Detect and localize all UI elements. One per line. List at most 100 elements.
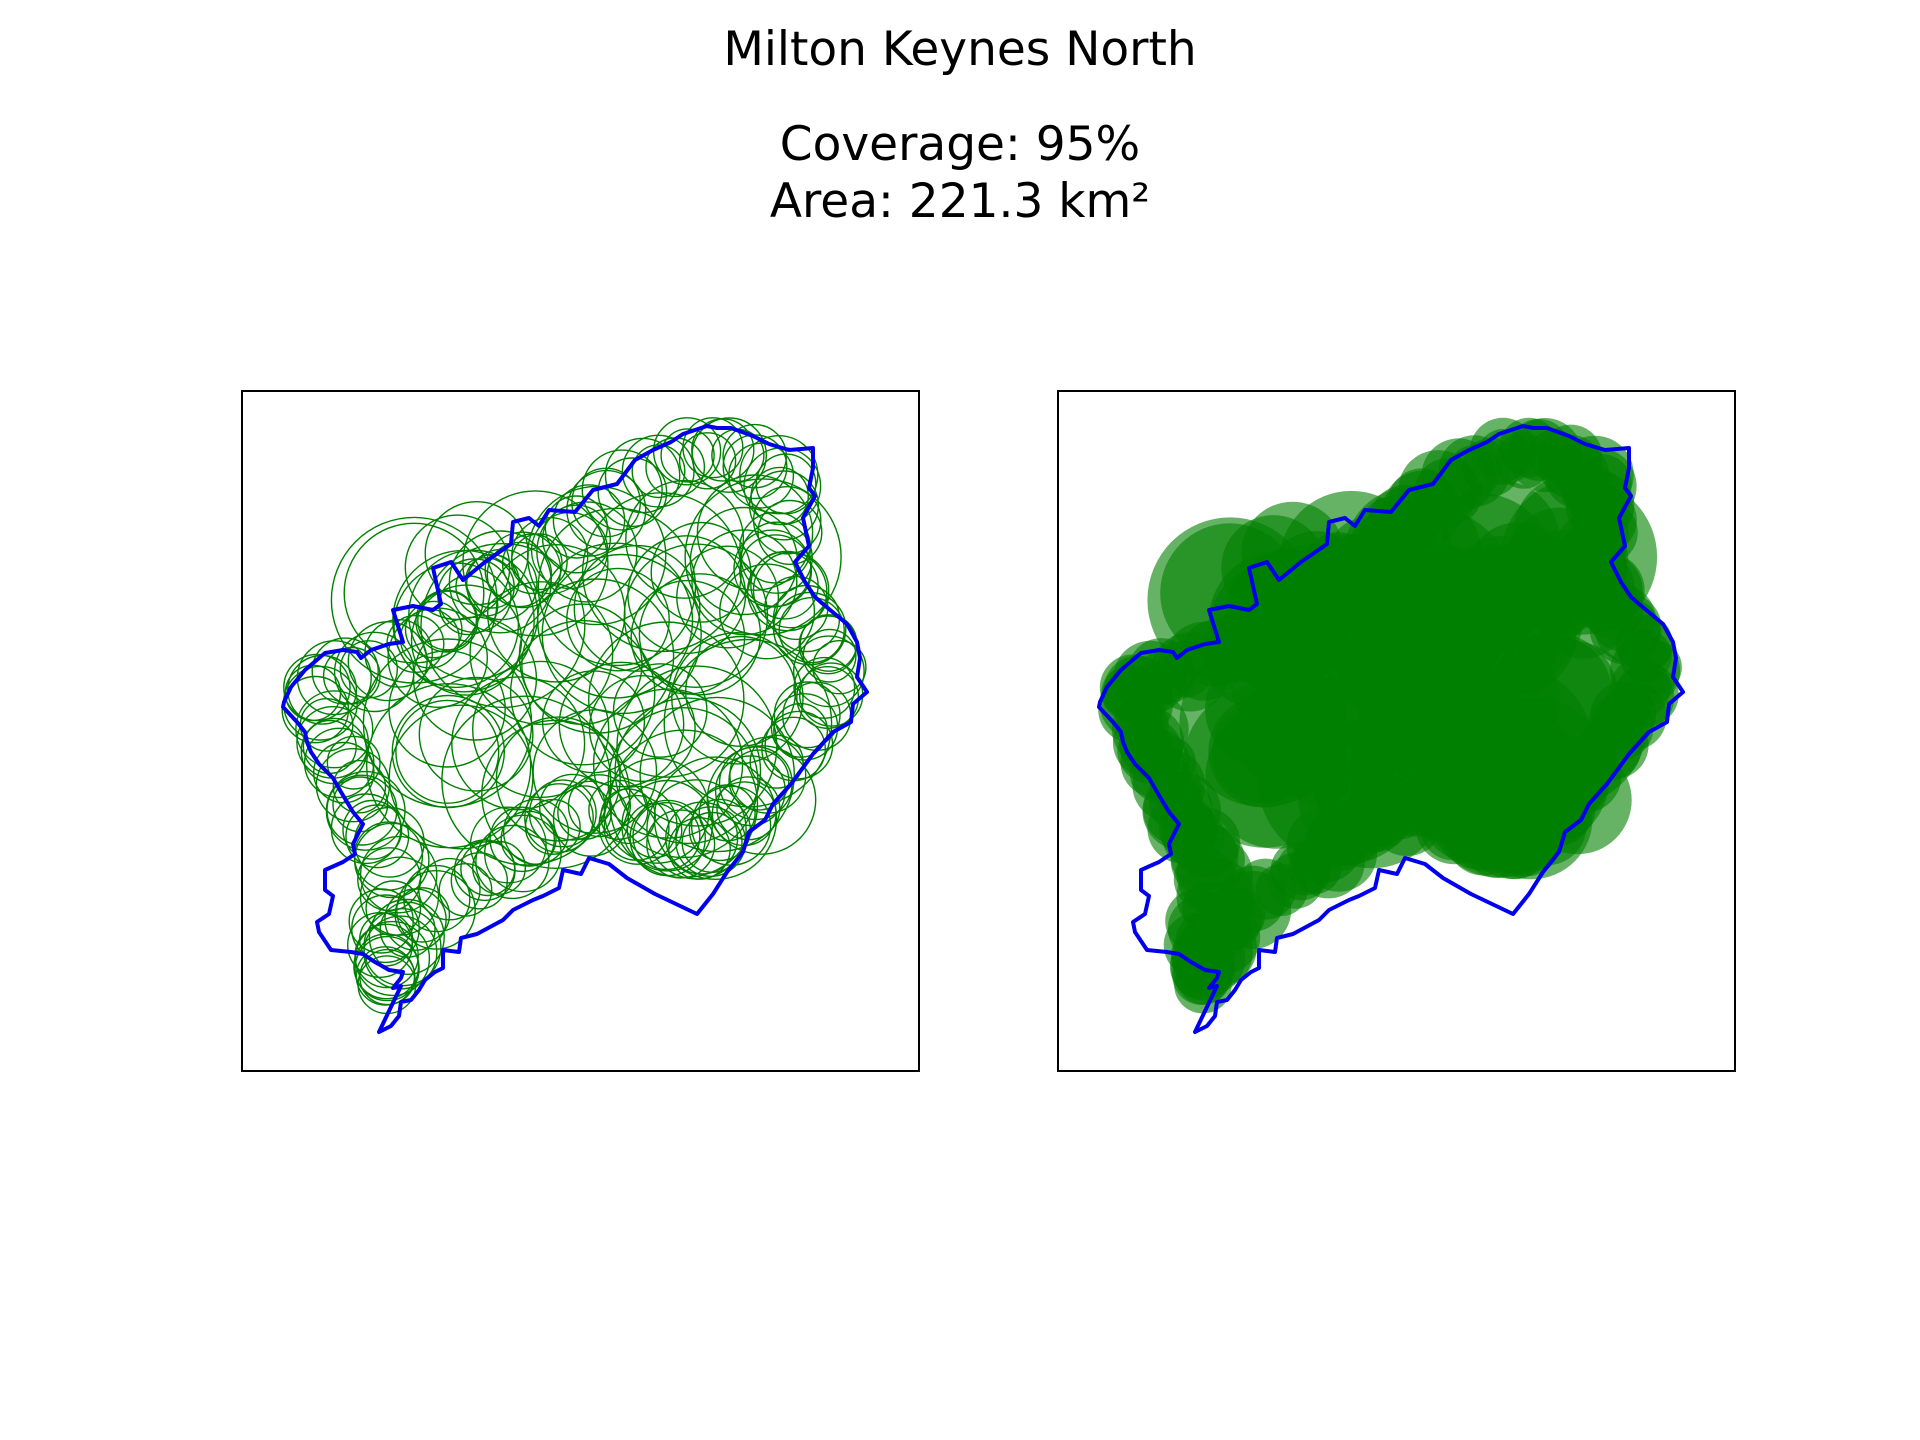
coverage-circle [481,719,631,869]
coverage-circles [1098,417,1682,1014]
coverage-circle [343,522,485,664]
coverage-circle [802,628,857,683]
coverage-circle [391,694,506,809]
coverage-circle [368,898,445,976]
circle-filled-svg [1097,417,1685,1034]
coverage-circle [1229,617,1353,740]
coverage-circle [365,683,532,849]
coverage-circle [567,774,631,838]
coverage-circle [739,434,819,515]
coverage-circle [420,542,586,709]
coverage-circle [359,856,440,936]
coverage-circle [526,485,667,626]
coverage-circle [627,535,747,655]
coverage-circle [684,478,842,636]
coverage-circle [417,590,478,651]
constituency-boundary [1097,424,1685,1034]
coverage-circle [342,799,403,860]
coverage-circle [408,549,539,680]
coverage-circle [748,470,820,541]
coverage-circle [631,444,686,499]
coverage-circle [524,783,594,853]
coverage-circle [691,417,768,493]
coverage-circle [812,640,867,695]
coverage-circle [698,784,756,842]
coverage-circle [357,847,422,912]
coverage-circle [691,529,798,636]
coverage-circle [295,690,374,769]
coverage-circle [773,681,841,749]
coverage-circle [682,417,744,479]
coverage-circle [393,562,520,689]
coverage-circle [339,640,399,699]
coverage-circle [793,635,865,708]
coverage-circle [552,780,630,857]
coverage-circle [404,514,511,621]
coverage-circle [678,432,737,490]
coverage-circle [607,707,759,859]
coverage-circle [412,616,538,741]
coverage-circle [441,695,612,866]
coverage-circle [500,810,557,867]
coverage-circle [518,578,675,734]
coverage-circle [332,759,387,814]
coverage-circle [592,688,744,839]
coverage-circles [281,417,867,1015]
coverage-circle [612,663,708,758]
coverage-circle [359,912,414,967]
coverage-circle [600,788,656,845]
circle-outlines-map [241,390,920,1072]
coverage-circle [573,544,701,672]
coverage-circle [764,710,834,780]
coverage-circle [532,709,658,834]
coverage-circle [581,449,663,531]
coverage-circle [603,757,710,864]
area-label: Area: 221.3 km² [769,174,1151,229]
coverage-circle [566,567,670,672]
coverage-circle [472,660,610,799]
coverage-circle [486,544,626,683]
coverage-circle [281,675,350,744]
coverage-circle [536,501,638,603]
coverage-circle [395,699,500,804]
coverage-circle [621,779,713,872]
coverage-circle [653,756,778,881]
coverage-circle [696,474,814,591]
coverage-circle [311,637,379,705]
coverage-circle [539,773,607,841]
coverage-circle [614,697,762,845]
coverage-circle [351,894,420,964]
coverage-circle [541,553,702,715]
coverage-label: Coverage: 95% [779,117,1141,172]
coverage-circle [663,638,833,808]
coverage-circle [706,745,817,855]
figure-subtitle: Coverage: 95% Area: 221.3 km² [0,116,1920,230]
coverage-circle [639,696,796,853]
coverage-circle [646,779,747,880]
coverage-circle [630,579,746,695]
coverage-circle [418,676,534,792]
coverage-circle [509,619,656,766]
coverage-circle [489,806,556,873]
coverage-circle [558,661,685,788]
coverage-circle [728,442,795,509]
circle-filled-map [1057,390,1736,1072]
coverage-circle [542,504,612,574]
coverage-circle [597,457,668,528]
coverage-circle [616,665,778,827]
figure-title: Milton Keynes North [723,22,1197,77]
coverage-circle [552,484,626,557]
coverage-circle [450,852,509,910]
coverage-circle [671,631,804,765]
coverage-circle [330,793,402,865]
coverage-circle [1099,666,1174,740]
constituency-boundary [281,424,869,1034]
coverage-circle [537,507,697,667]
coverage-circle [728,749,790,811]
coverage-circle [475,824,550,900]
coverage-circle [495,716,621,842]
coverage-circle [557,785,612,840]
coverage-circle [392,549,535,693]
coverage-circle [676,545,780,649]
coverage-circle [465,548,538,621]
